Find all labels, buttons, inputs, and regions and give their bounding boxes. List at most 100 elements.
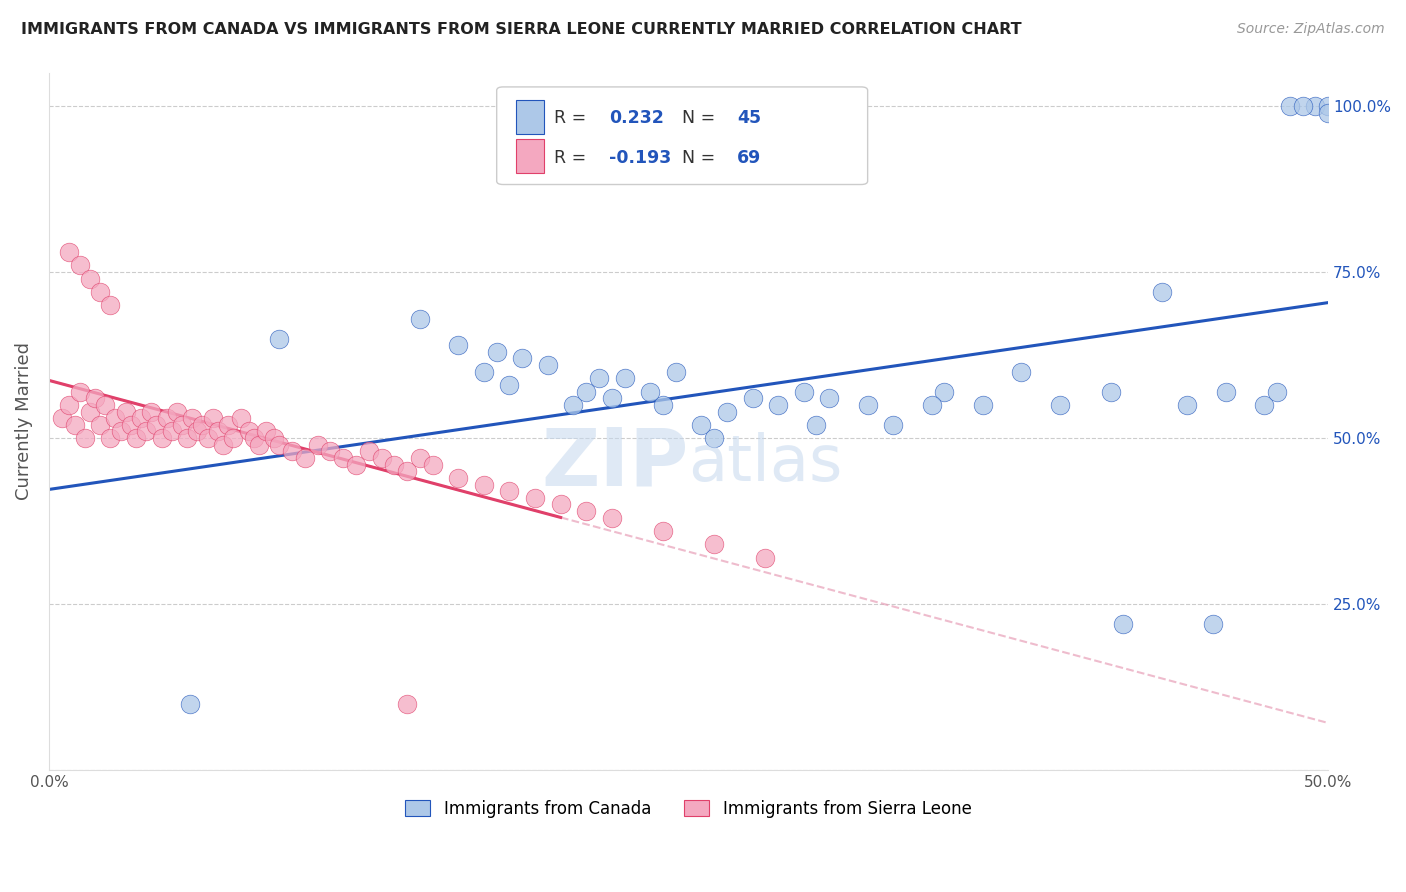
Point — [58, 245, 80, 260]
Legend: Immigrants from Canada, Immigrants from Sierra Leone: Immigrants from Canada, Immigrants from … — [399, 793, 979, 824]
Point — [575, 504, 598, 518]
Point — [1150, 285, 1173, 299]
Point — [856, 398, 879, 412]
Point — [1253, 398, 1275, 412]
Point — [638, 384, 661, 399]
Point — [89, 285, 111, 299]
Point — [1317, 105, 1340, 120]
Point — [191, 417, 214, 432]
Point — [176, 431, 198, 445]
Point — [396, 697, 419, 711]
Point — [972, 398, 994, 412]
Text: N =: N = — [682, 149, 721, 167]
Text: 45: 45 — [737, 110, 761, 128]
Point — [197, 431, 219, 445]
Y-axis label: Currently Married: Currently Married — [15, 343, 32, 500]
Point — [332, 450, 354, 465]
Point — [110, 425, 132, 439]
Point — [665, 365, 688, 379]
Point — [524, 491, 547, 505]
Point — [58, 398, 80, 412]
Point — [498, 484, 520, 499]
Point — [100, 431, 122, 445]
Point — [307, 438, 329, 452]
Point — [703, 537, 725, 551]
Text: ZIP: ZIP — [541, 425, 689, 502]
Point — [207, 425, 229, 439]
Text: N =: N = — [682, 110, 721, 128]
Point — [145, 417, 167, 432]
Point — [269, 438, 291, 452]
Point — [562, 398, 585, 412]
Text: 69: 69 — [737, 149, 762, 167]
Point — [550, 498, 572, 512]
Point — [51, 411, 73, 425]
Point — [1112, 617, 1135, 632]
Point — [120, 417, 142, 432]
Point — [447, 471, 470, 485]
Point — [94, 398, 117, 412]
Bar — [516, 100, 544, 134]
Point — [100, 298, 122, 312]
Point — [575, 384, 598, 399]
Point — [242, 431, 264, 445]
Text: R =: R = — [554, 149, 592, 167]
Point — [238, 425, 260, 439]
Point — [934, 384, 956, 399]
Point — [129, 411, 152, 425]
Point — [793, 384, 815, 399]
Point — [921, 398, 943, 412]
Point — [741, 391, 763, 405]
Point — [703, 431, 725, 445]
Point — [89, 417, 111, 432]
Text: atlas: atlas — [689, 433, 844, 494]
Point — [217, 417, 239, 432]
Point — [1215, 384, 1237, 399]
Point — [247, 438, 270, 452]
Point — [447, 338, 470, 352]
Point — [170, 417, 193, 432]
Point — [150, 431, 173, 445]
Point — [806, 417, 828, 432]
Point — [114, 404, 136, 418]
Point — [1278, 99, 1301, 113]
Point — [600, 510, 623, 524]
Point — [409, 311, 432, 326]
Point — [104, 411, 127, 425]
Point — [212, 438, 235, 452]
Point — [382, 458, 405, 472]
Point — [510, 351, 533, 366]
FancyBboxPatch shape — [496, 87, 868, 185]
Point — [229, 411, 252, 425]
Point — [716, 404, 738, 418]
Point — [613, 371, 636, 385]
Point — [422, 458, 444, 472]
Point — [201, 411, 224, 425]
Point — [63, 417, 86, 432]
Point — [409, 450, 432, 465]
Point — [754, 550, 776, 565]
Text: 0.232: 0.232 — [609, 110, 664, 128]
Bar — [516, 139, 544, 173]
Point — [344, 458, 367, 472]
Text: Source: ZipAtlas.com: Source: ZipAtlas.com — [1237, 22, 1385, 37]
Point — [156, 411, 179, 425]
Point — [294, 450, 316, 465]
Point — [396, 464, 419, 478]
Point — [79, 272, 101, 286]
Point — [690, 417, 713, 432]
Point — [652, 398, 675, 412]
Point — [69, 384, 91, 399]
Point — [1202, 617, 1225, 632]
Point — [652, 524, 675, 538]
Point — [1305, 99, 1327, 113]
Point — [1099, 384, 1122, 399]
Point — [254, 425, 277, 439]
Point — [485, 344, 508, 359]
Point — [818, 391, 841, 405]
Point — [882, 417, 904, 432]
Point — [600, 391, 623, 405]
Point — [73, 431, 96, 445]
Point — [179, 697, 201, 711]
Point — [1049, 398, 1071, 412]
